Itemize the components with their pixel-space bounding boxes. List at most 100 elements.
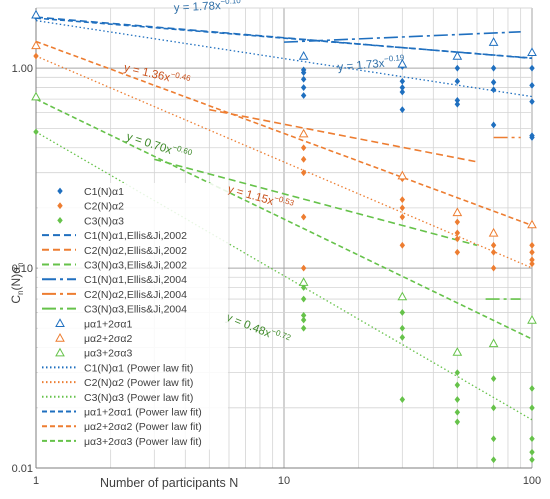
point bbox=[490, 241, 497, 249]
point bbox=[397, 170, 408, 180]
legend-label: C3(N)α3,Ellis&Ji,2004 bbox=[84, 304, 187, 316]
axes: 1 10 100 0.01 0.10 1.00 bbox=[12, 8, 541, 487]
legend-entry: C3(N)α3,Ellis&Ji,2004 bbox=[42, 304, 187, 316]
annotation-equation-exponent: −0.19 bbox=[384, 53, 405, 64]
legend-marker bbox=[57, 202, 63, 210]
point bbox=[300, 75, 307, 83]
point bbox=[399, 106, 406, 114]
legend-label: μα3+2σα3 (Power law fit) bbox=[84, 436, 202, 448]
legend-label: μα3+2σα3 bbox=[84, 348, 132, 360]
point bbox=[490, 404, 497, 412]
series-1-2-1 bbox=[31, 9, 537, 68]
y-axis-label-sub-1: n bbox=[16, 290, 25, 294]
point bbox=[490, 64, 497, 72]
point bbox=[454, 408, 461, 416]
point bbox=[529, 435, 535, 443]
series-2-2-2 bbox=[31, 40, 537, 237]
point bbox=[529, 134, 535, 141]
y-tick-label: 0.10 bbox=[12, 263, 33, 275]
y-tick-label: 1.00 bbox=[12, 63, 33, 75]
point bbox=[33, 128, 39, 136]
point bbox=[31, 91, 41, 101]
point bbox=[300, 92, 307, 99]
point bbox=[300, 169, 307, 177]
point bbox=[488, 37, 499, 46]
legend-entry: C1(N)α1,Ellis&Ji,2002 bbox=[42, 230, 187, 242]
point bbox=[399, 396, 406, 403]
point bbox=[529, 241, 535, 249]
series-markers bbox=[31, 9, 537, 464]
legend-marker bbox=[57, 187, 63, 195]
line-c1-n-1-ellis-ji-2004 bbox=[283, 31, 521, 43]
legend-label: C2(N)α2 (Power law fit) bbox=[84, 377, 193, 389]
point bbox=[529, 385, 535, 392]
point bbox=[529, 404, 535, 412]
line-2-2-2-power-law-fit bbox=[36, 40, 532, 227]
legend-label: C2(N)α2 bbox=[84, 201, 124, 213]
point bbox=[490, 375, 497, 383]
series-lines bbox=[36, 16, 532, 421]
point bbox=[454, 218, 461, 226]
point bbox=[454, 418, 461, 426]
point bbox=[397, 291, 408, 301]
x-tick-label: 10 bbox=[278, 475, 290, 487]
point bbox=[527, 47, 537, 57]
point bbox=[300, 155, 307, 163]
point bbox=[490, 121, 497, 129]
legend-label: μα1+2σα1 bbox=[84, 318, 132, 330]
point bbox=[490, 264, 497, 272]
point bbox=[300, 144, 307, 152]
line-1-2-1-power-law-fit bbox=[36, 17, 532, 59]
point bbox=[300, 316, 307, 324]
legend-entry: μα2+2σα2 bbox=[55, 332, 132, 345]
point bbox=[300, 264, 307, 272]
legend-label: μα2+2σα2 (Power law fit) bbox=[84, 421, 202, 433]
point bbox=[490, 456, 497, 464]
point bbox=[454, 229, 461, 237]
point bbox=[454, 100, 461, 108]
point bbox=[399, 241, 406, 249]
point bbox=[399, 213, 406, 221]
point bbox=[298, 277, 309, 286]
point bbox=[454, 248, 461, 256]
series-3-2-3 bbox=[31, 91, 537, 356]
point bbox=[529, 248, 535, 256]
point bbox=[488, 338, 499, 348]
legend-entry: C2(N)α2,Ellis&Ji,2004 bbox=[42, 289, 187, 301]
point bbox=[454, 64, 461, 72]
legend-entry: C2(N)α2 (Power law fit) bbox=[42, 377, 193, 389]
point bbox=[300, 324, 307, 332]
point bbox=[527, 314, 537, 324]
legend: C1(N)α1 C2(N)α2 C3(N)α3 C1(N)α1,Ellis&Ji,20… bbox=[38, 183, 228, 450]
point bbox=[529, 98, 535, 106]
line-c2-n-2-ellis-ji-2002 bbox=[209, 108, 478, 163]
series-c3-n-3 bbox=[33, 128, 535, 464]
x-axis-label: Number of participants N bbox=[100, 476, 238, 490]
point bbox=[454, 235, 461, 243]
point bbox=[300, 295, 307, 303]
point bbox=[488, 227, 499, 237]
legend-marker bbox=[55, 318, 65, 327]
point bbox=[300, 84, 307, 91]
point bbox=[31, 9, 41, 19]
y-axis-label-sub-2: n bbox=[16, 262, 25, 266]
legend-marker bbox=[57, 217, 63, 224]
legend-entry: μα3+2σα3 (Power law fit) bbox=[42, 436, 202, 448]
legend-label: C3(N)α3,Ellis&Ji,2002 bbox=[84, 260, 187, 272]
point bbox=[529, 456, 535, 464]
point bbox=[31, 40, 41, 50]
point bbox=[452, 207, 463, 217]
point bbox=[529, 260, 535, 268]
point bbox=[397, 58, 408, 68]
x-tick-label: 1 bbox=[33, 475, 39, 487]
legend-entry: μα1+2σα1 bbox=[55, 318, 132, 330]
point bbox=[454, 96, 461, 104]
point bbox=[298, 51, 309, 60]
point bbox=[399, 309, 406, 316]
legend-entry: μα2+2σα2 (Power law fit) bbox=[42, 421, 202, 433]
y-axis-label-main: C bbox=[9, 295, 23, 304]
point bbox=[452, 51, 463, 60]
point bbox=[490, 86, 497, 94]
point bbox=[399, 324, 406, 332]
